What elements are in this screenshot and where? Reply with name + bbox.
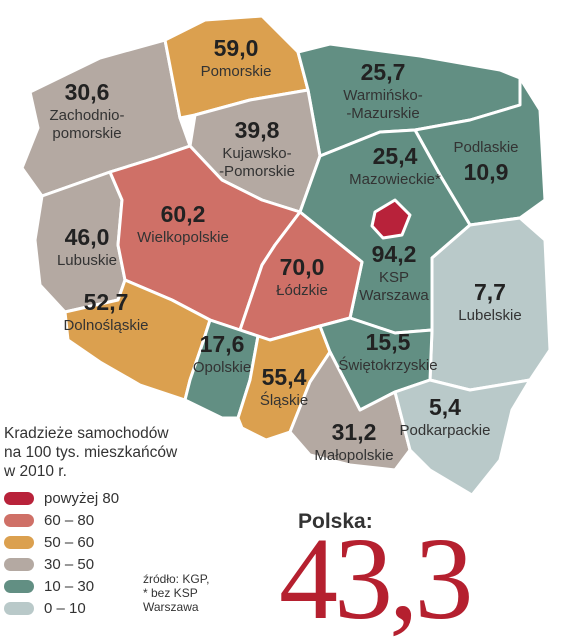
region-name: Świętokrzyskie [338, 356, 437, 374]
region-name: Mazowieckie* [349, 171, 441, 188]
legend-title: Kradzieże samochodów na 100 tys. mieszka… [4, 424, 234, 481]
legend-title-line: Kradzieże samochodów [4, 425, 169, 442]
region-value: 60,2 [161, 201, 206, 227]
region-value: 31,2 [332, 419, 377, 445]
region-value: 59,0 [214, 35, 259, 61]
region-label-podlaskie: Podlaskie 10,9 [453, 139, 518, 185]
region-value: 46,0 [65, 224, 110, 250]
legend-swatch [4, 579, 34, 593]
region-value: 5,4 [429, 394, 461, 420]
region-name: Łódzkie [276, 282, 328, 299]
legend-swatch [4, 491, 34, 505]
legend-label: 30 – 50 [44, 555, 95, 573]
region-value: 94,2 [372, 241, 417, 267]
legend-label: 10 – 30 [44, 577, 95, 595]
region-label-pomorskie: 59,0 Pomorskie [201, 35, 272, 80]
region-label-kujawsko-pomorskie: 39,8 Kujawsko--Pomorskie [219, 117, 295, 180]
legend-item-above-80: powyżej 80 [4, 487, 234, 509]
legend-title-line: na 100 tys. mieszkańców [4, 444, 178, 461]
region-value: 17,6 [200, 331, 245, 357]
region-value: 55,4 [262, 364, 307, 390]
region-name: Lubelskie [458, 307, 521, 324]
poland-voivodeship-map: 30,6 Zachodnio-pomorskie 59,0 Pomorskie 25,7… [20, 14, 552, 497]
region-name: Kujawsko- [222, 145, 291, 162]
region-name: -Mazurskie [346, 105, 419, 122]
region-label-opolskie: 17,6 Opolskie [193, 331, 251, 376]
region-name: Podlaskie [453, 139, 518, 156]
legend-label: 60 – 80 [44, 511, 95, 529]
region-value: 25,7 [361, 59, 406, 85]
region-value: 10,9 [464, 159, 509, 185]
legend-label: 50 – 60 [44, 533, 95, 551]
region-name: Opolskie [193, 359, 251, 376]
region-name: Podkarpackie [400, 422, 491, 439]
legend-label: powyżej 80 [44, 489, 120, 507]
region-name: Wielkopolskie [137, 229, 229, 246]
region-value: 70,0 [280, 254, 325, 280]
legend-title-line: w 2010 r. [4, 463, 67, 480]
region-label-lodzkie: 70,0 Łódzkie [276, 254, 328, 299]
region-label-zachodniopomorskie: 30,6 Zachodnio-pomorskie [49, 79, 124, 142]
region-name: Zachodnio- [49, 107, 124, 124]
region-label-warminsko-mazurskie: 25,7 Warmińsko--Mazurskie [343, 59, 422, 122]
legend-swatch [4, 557, 34, 571]
region-podkarpackie[interactable] [393, 378, 532, 497]
region-label-lubelskie: 7,7 Lubelskie [458, 279, 521, 324]
legend-item-0-10: 0 – 10 [4, 597, 234, 619]
region-value: 25,4 [373, 143, 418, 169]
region-label-wielkopolskie: 60,2 Wielkopolskie [137, 201, 229, 246]
region-value: 7,7 [474, 279, 506, 305]
total-label: Polska: [298, 510, 373, 533]
legend-swatch [4, 601, 34, 615]
region-name: -Pomorskie [219, 163, 295, 180]
region-name: KSP [379, 269, 409, 286]
region-value: 52,7 [84, 289, 129, 315]
legend-item-30-50: 30 – 50 [4, 553, 234, 575]
region-label-malopolskie: 31,2 Małopolskie [314, 419, 393, 464]
total-value: 43,3 [279, 513, 473, 644]
legend-swatch [4, 513, 34, 527]
region-name: pomorskie [52, 125, 121, 142]
region-name: Dolnośląskie [63, 317, 148, 334]
legend-label: 0 – 10 [44, 599, 86, 617]
region-ksp-warszawa[interactable] [370, 198, 412, 240]
region-name: Śląskie [260, 391, 308, 409]
region-value: 30,6 [65, 79, 110, 105]
legend-item-10-30: 10 – 30 [4, 575, 234, 597]
source-note: źródło: KGP, * bez KSP Warszawa [143, 572, 210, 614]
legend: Kradzieże samochodów na 100 tys. mieszka… [4, 424, 234, 619]
legend-item-60-80: 60 – 80 [4, 509, 234, 531]
region-value: 15,5 [366, 329, 411, 355]
region-name: Warszawa [359, 287, 429, 304]
region-name: Pomorskie [201, 63, 272, 80]
region-value: 39,8 [235, 117, 280, 143]
region-label-lubuskie: 46,0 Lubuskie [57, 224, 117, 269]
region-name: Małopolskie [314, 447, 393, 464]
legend-swatch [4, 535, 34, 549]
region-label-podkarpackie: 5,4 Podkarpackie [400, 394, 491, 439]
region-label-mazowieckie: 25,4 Mazowieckie* [349, 143, 441, 188]
region-label-dolnoslaskie: 52,7 Dolnośląskie [63, 289, 148, 334]
legend-item-50-60: 50 – 60 [4, 531, 234, 553]
region-malopolskie[interactable] [288, 350, 412, 472]
region-name: Warmińsko- [343, 87, 422, 104]
region-opolskie[interactable] [183, 318, 260, 420]
region-name: Lubuskie [57, 252, 117, 269]
